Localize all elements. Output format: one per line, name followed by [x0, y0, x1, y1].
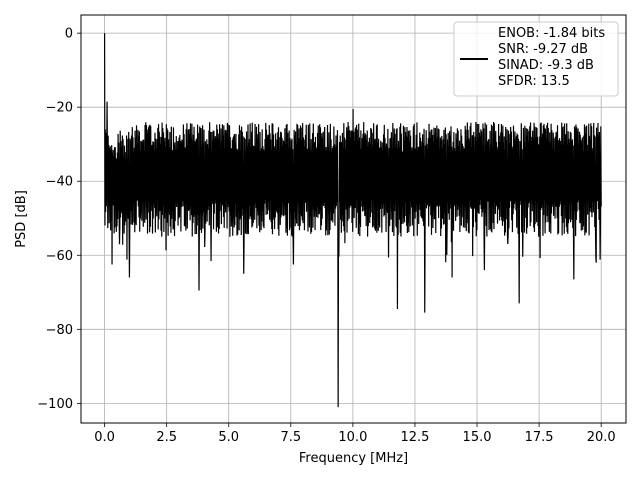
plot-frame	[80, 14, 627, 424]
x-tick-label: 12.5	[400, 430, 429, 445]
y-tick-label: −100	[37, 397, 73, 412]
legend: ENOB: -1.84 bits SNR: -9.27 dB SINAD: -9…	[453, 21, 619, 97]
legend-sinad: SINAD: -9.3 dB	[498, 58, 594, 73]
psd-series-line	[103, 33, 602, 408]
x-tick-label: 0.0	[94, 430, 115, 445]
y-tick-label: −40	[46, 175, 73, 190]
x-tick-label: 10.0	[338, 430, 367, 445]
legend-box	[453, 21, 619, 97]
y-tick-label: −20	[46, 101, 73, 116]
x-axis-label: Frequency [MHz]	[299, 451, 408, 466]
y-axis-label: PSD [dB]	[14, 190, 29, 248]
x-tick-label: 15.0	[463, 430, 492, 445]
y-tick-label: −80	[46, 323, 73, 338]
y-tick-label: −60	[46, 249, 73, 264]
plot-series-group	[103, 33, 602, 408]
x-tick-label: 2.5	[156, 430, 177, 445]
x-tick-label: 5.0	[218, 430, 239, 445]
x-axis: 0.0 2.5 5.0 7.5 10.0 12.5 15.0 17.5 20.0	[94, 423, 616, 445]
y-tick-label: 0	[65, 27, 73, 42]
x-tick-label: 17.5	[525, 430, 554, 445]
legend-snr: SNR: -9.27 dB	[498, 42, 588, 57]
legend-enob: ENOB: -1.84 bits	[498, 26, 605, 41]
x-tick-label: 7.5	[280, 430, 301, 445]
y-axis: 0 −20 −40 −60 −80 −100	[37, 27, 81, 412]
x-tick-label: 20.0	[587, 430, 616, 445]
legend-sfdr: SFDR: 13.5	[498, 74, 570, 89]
